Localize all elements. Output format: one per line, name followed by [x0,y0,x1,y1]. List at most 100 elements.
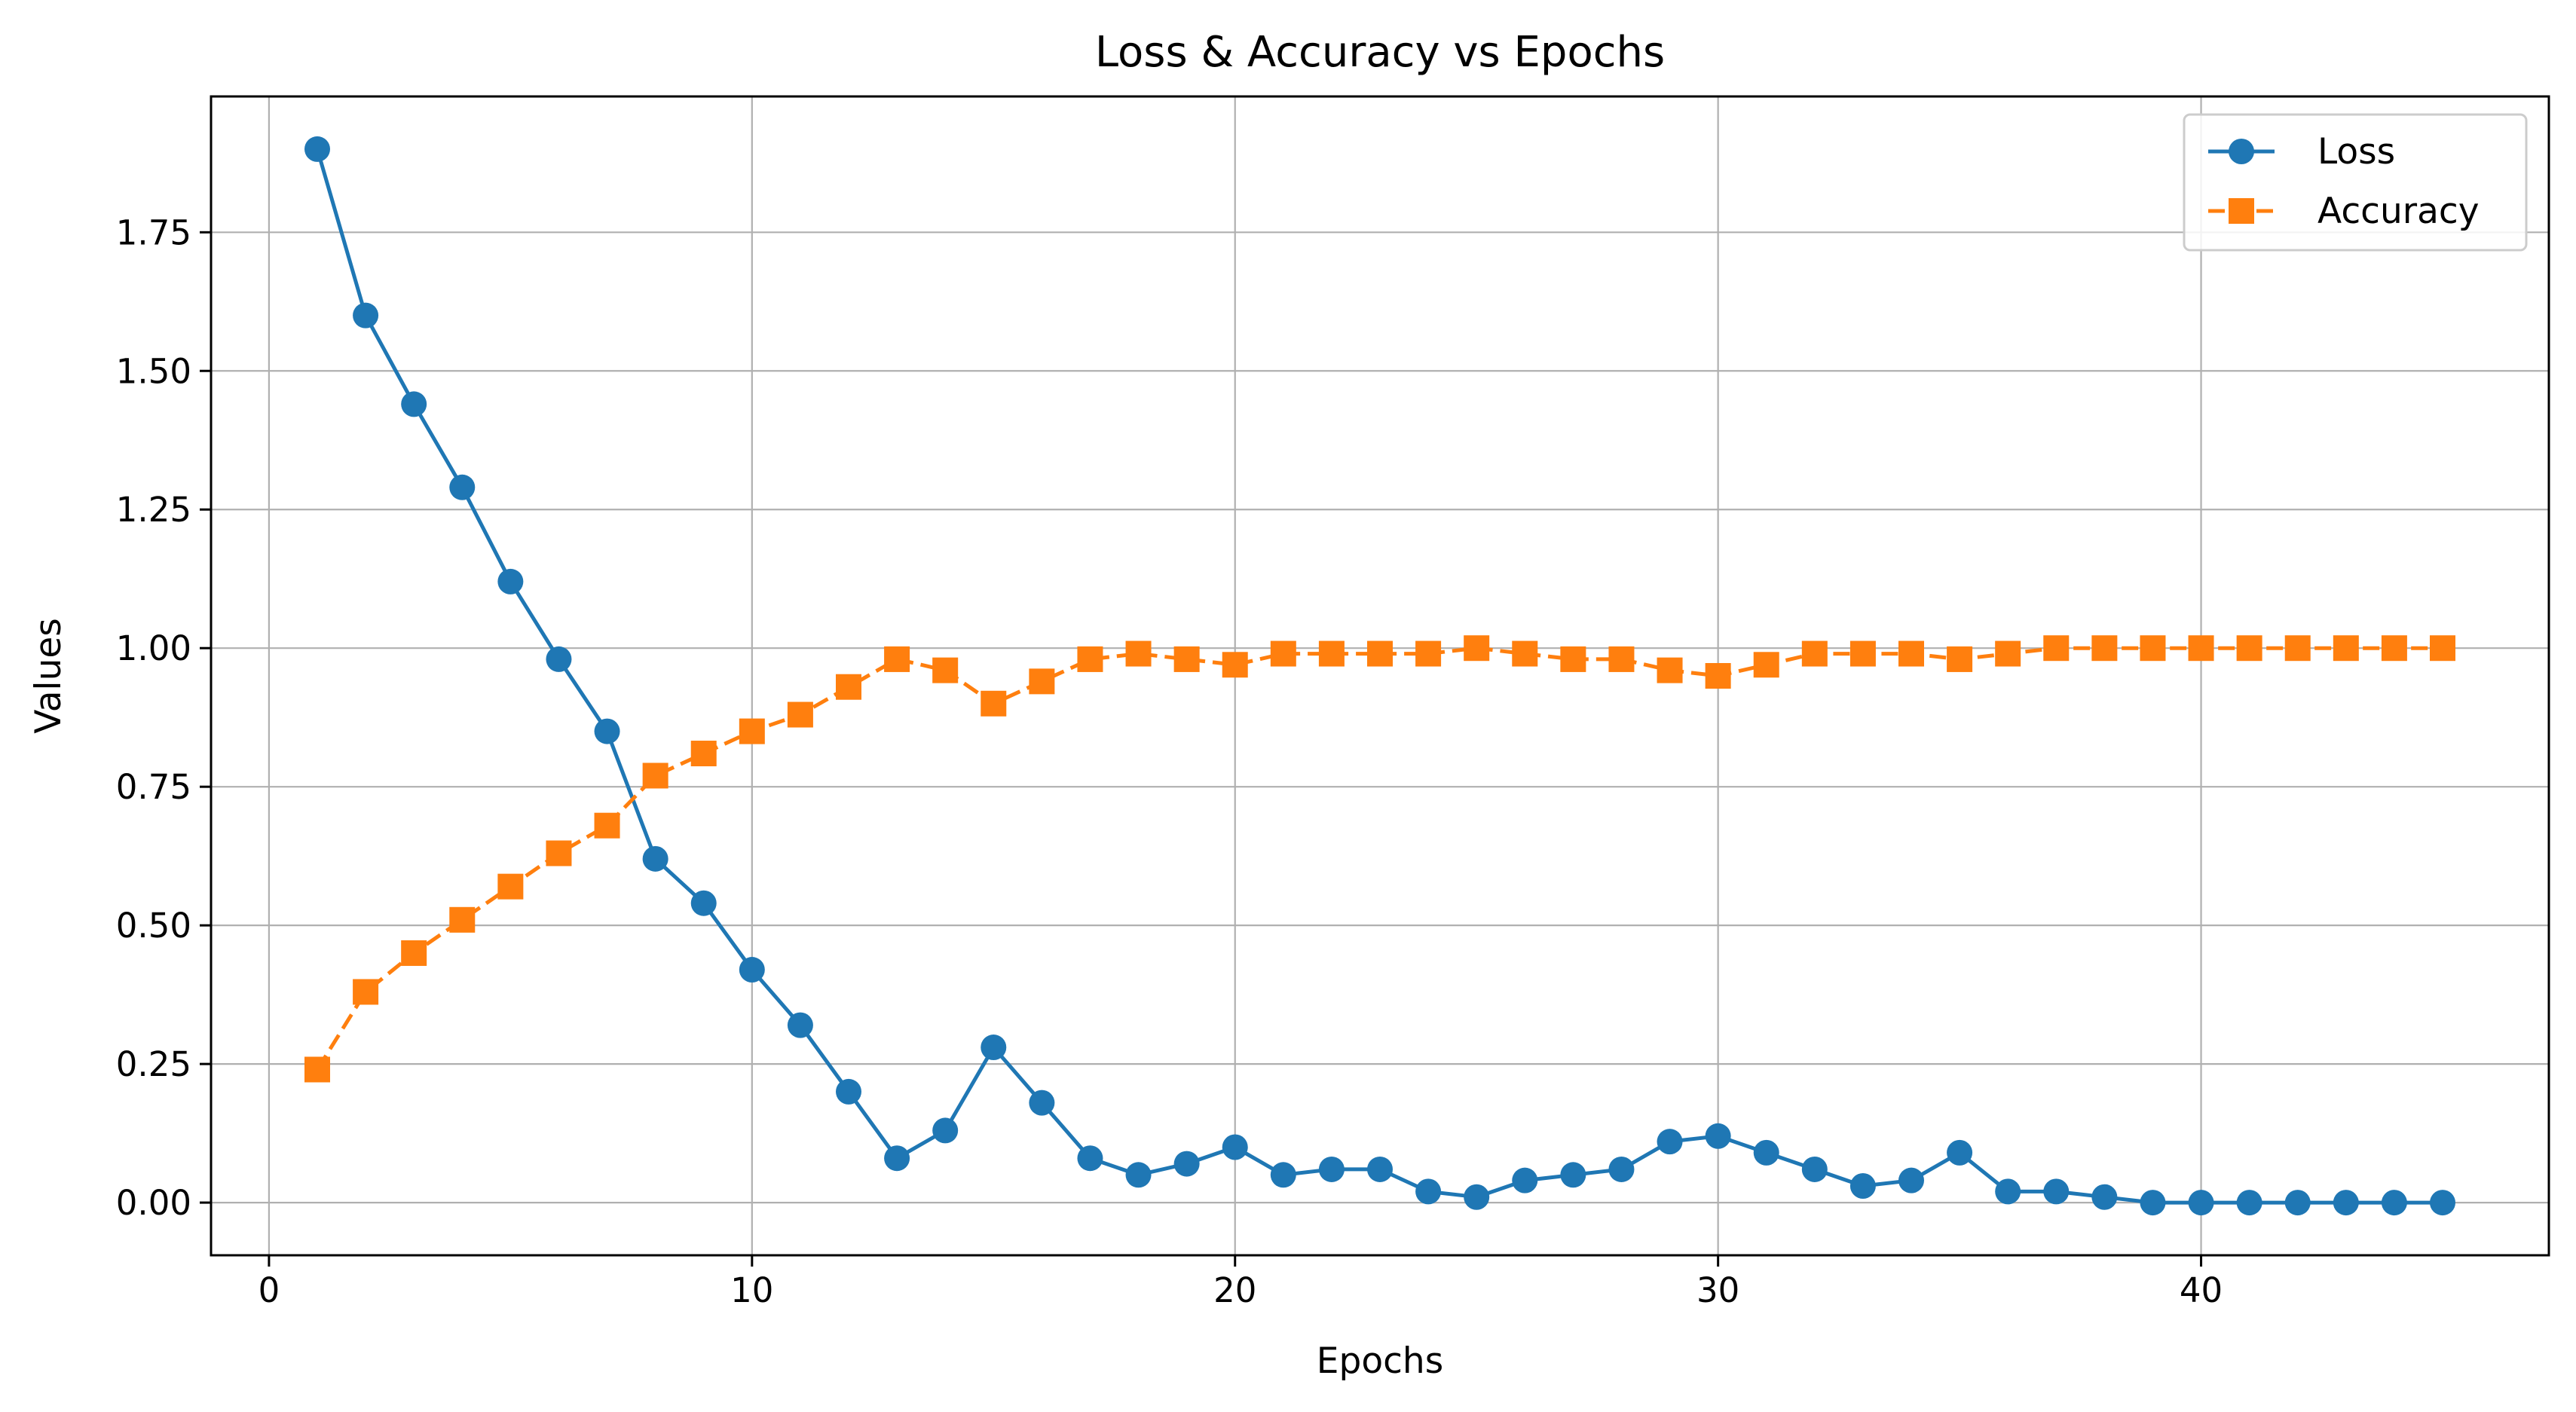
accuracy-point [884,646,910,672]
accuracy-point [787,701,813,728]
accuracy-point [1947,646,1973,672]
y-tick-label: 0.50 [116,906,191,946]
accuracy-point [739,718,765,744]
legend-box [2183,113,2528,252]
loss-point [1222,1134,1248,1160]
loss-point [1657,1129,1683,1155]
loss-point [2333,1190,2359,1216]
y-tick-label: 1.75 [116,212,191,252]
legend-marker [2229,198,2254,224]
loss-point [1898,1167,1924,1193]
loss-point [1801,1156,1828,1182]
accuracy-point [449,906,476,933]
loss-point [1753,1139,1779,1166]
loss-point [2188,1190,2214,1216]
accuracy-point [1464,635,1490,662]
legend-marker [2229,139,2254,164]
loss-point [1270,1162,1296,1188]
loss-point [739,957,765,983]
loss-point [2043,1178,2070,1205]
loss-point [1367,1156,1393,1182]
x-tick-label: 30 [1696,1270,1739,1310]
loss-point [642,845,668,872]
loss-point [449,474,476,500]
accuracy-point [594,812,620,839]
loss-point [401,391,427,417]
loss-point [1029,1090,1055,1116]
accuracy-point [2140,635,2166,662]
axes-frame [210,95,2550,1257]
y-tick-label: 0.75 [116,767,191,807]
accuracy-point [1029,668,1055,695]
legend-label: Loss [2317,131,2395,173]
loss-point [1995,1178,2021,1205]
accuracy-point [2284,635,2311,662]
accuracy-point [1077,646,1103,672]
accuracy-point [1753,652,1779,678]
loss-point [932,1117,959,1144]
accuracy-point [836,674,861,700]
accuracy-point [2188,635,2214,662]
accuracy-point [2091,635,2118,662]
legend-item-accuracy: Accuracy [2208,191,2480,232]
x-tick-label: 0 [259,1270,280,1310]
loss-point [1560,1162,1586,1188]
accuracy-point [1657,657,1683,683]
y-tick-label: 1.50 [116,351,191,391]
accuracy-point [353,979,379,1005]
accuracy-point [1898,640,1924,667]
ticks: 0 10 20 30 40 0.00 0.25 0.50 0.75 1.00 1.25 1.50 1.7… [116,212,2223,1310]
loss-point [1464,1184,1490,1210]
accuracy-point [2381,635,2407,662]
loss-point [690,890,717,916]
accuracy-point [1222,652,1248,678]
legend: Loss Accuracy [2183,113,2528,252]
loss-point [1849,1173,1876,1200]
accuracy-point [1995,640,2021,667]
loss-point [1318,1156,1345,1182]
loss-point [497,568,524,594]
accuracy-point [1560,646,1586,672]
accuracy-point [304,1056,330,1083]
loss-point [884,1145,910,1172]
y-tick-label: 0.25 [116,1044,191,1084]
accuracy-point [690,741,717,767]
legend-label: Accuracy [2317,191,2480,232]
accuracy-point [2236,635,2262,662]
loss-point [787,1012,813,1038]
loss-point [1705,1123,1731,1149]
series-accuracy [304,635,2455,1083]
x-tick-label: 20 [1213,1270,1256,1310]
chart-title: Loss & Accuracy vs Epochs [1095,28,1665,77]
accuracy-point [2430,635,2455,662]
loss-point [1173,1151,1200,1177]
y-tick-label: 1.00 [116,628,191,668]
loss-point [1608,1156,1635,1182]
accuracy-point [2043,635,2070,662]
accuracy-point [497,873,524,900]
accuracy-point [932,657,959,683]
accuracy-point [2333,635,2359,662]
loss-point [836,1078,861,1105]
accuracy-point [1801,640,1828,667]
loss-point [2430,1190,2455,1216]
legend-items: Loss Accuracy [2208,131,2480,232]
loss-point [546,646,572,672]
accuracy-point [1318,640,1345,667]
y-axis-label: Values [28,618,69,734]
loss-point [1125,1162,1152,1188]
loss-point [1947,1139,1973,1166]
legend-item-loss: Loss [2208,131,2395,173]
accuracy-point [1173,646,1200,672]
loss-point [2284,1190,2311,1216]
accuracy-point [1367,640,1393,667]
accuracy-point [1125,640,1152,667]
accuracy-point [981,690,1007,717]
loss-point [304,136,330,162]
loss-point [353,302,379,329]
y-tick-label: 0.00 [116,1183,191,1223]
accuracy-point [1849,640,1876,667]
accuracy-point [546,840,572,866]
x-tick-label: 10 [730,1270,773,1310]
